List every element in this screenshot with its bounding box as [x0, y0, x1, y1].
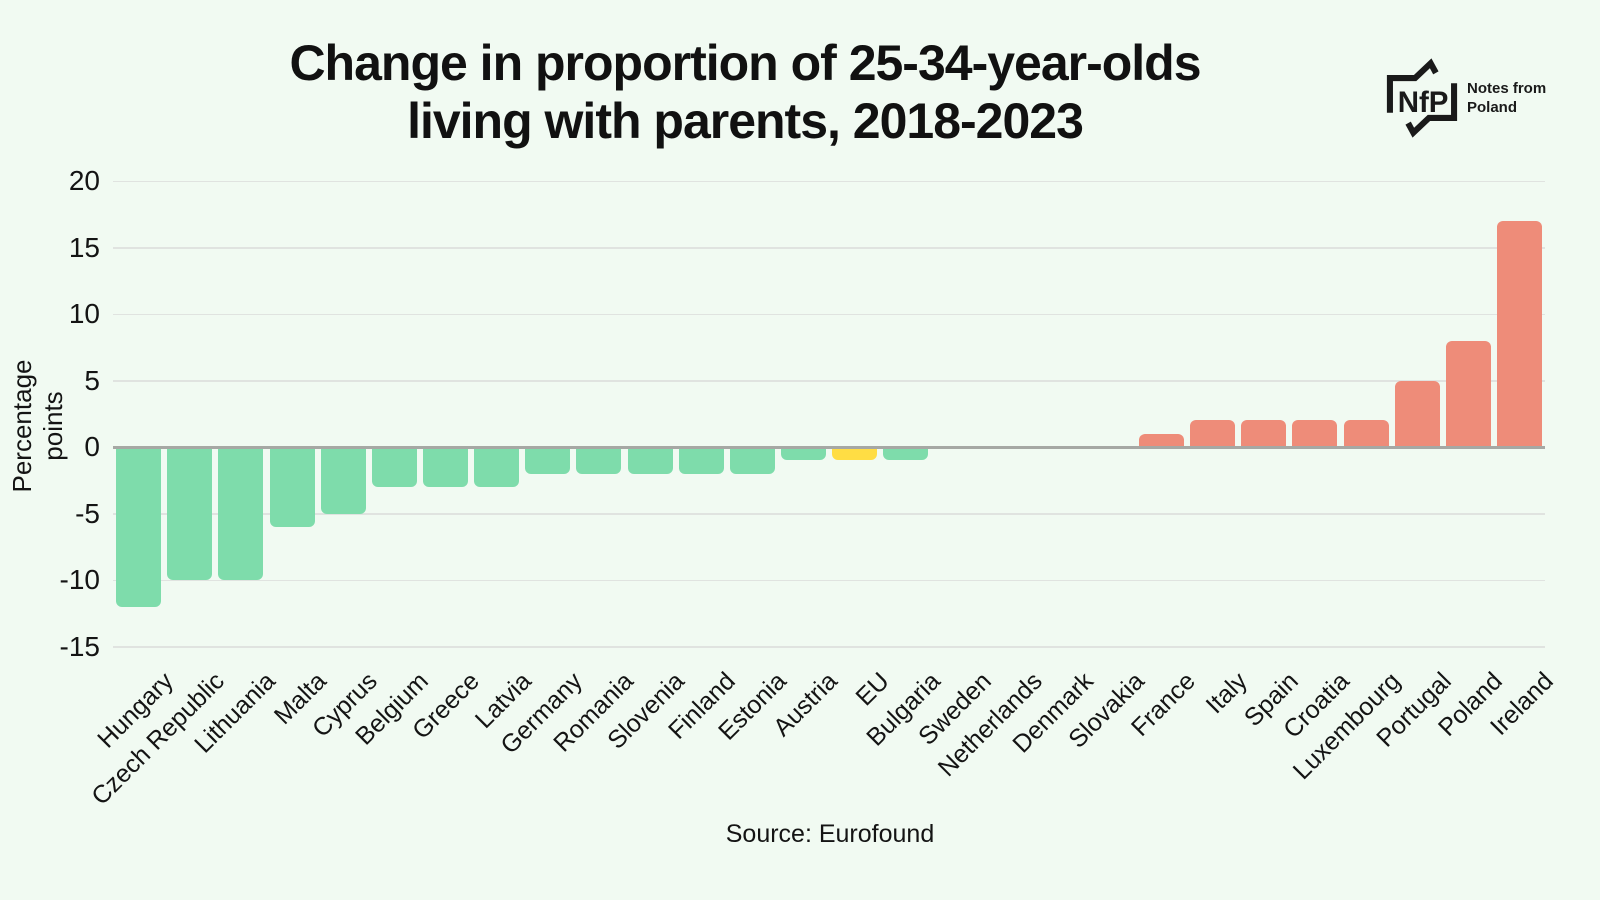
zero-line [113, 446, 1545, 449]
gridline-5 [113, 380, 1545, 382]
source-note: Source: Eurofound [725, 820, 935, 848]
bar-cyprus [320, 447, 366, 514]
y-tick-20: 20 [68, 165, 100, 196]
bar-ireland [1496, 220, 1542, 447]
bar-luxembourg [1343, 420, 1389, 447]
y-tick-10: 10 [68, 298, 100, 329]
y-tick--10: -10 [59, 564, 100, 595]
nfp-logo-mark: NfP [1386, 58, 1458, 138]
bar-italy [1190, 420, 1236, 447]
gridline-10 [113, 313, 1545, 315]
chart-title: Change in proportion of 25-34-year-olds … [70, 34, 1420, 150]
y-tick--5: -5 [75, 497, 100, 529]
bar-hungary [116, 447, 162, 607]
bar-romania [576, 447, 622, 474]
bar-estonia [729, 447, 775, 474]
bar-eu [832, 447, 878, 461]
bar-finland [678, 447, 724, 474]
bar-spain [1241, 420, 1287, 447]
y-tick--15: -15 [59, 630, 100, 662]
gridline-20 [113, 180, 1545, 182]
y-tick-15: 15 [68, 231, 100, 263]
gridline-15 [113, 247, 1545, 249]
chart-title-line1: Change in proportion of 25-34-year-olds [289, 35, 1201, 91]
bar-portugal [1394, 380, 1440, 447]
bar-croatia [1292, 420, 1338, 447]
bar-austria [780, 447, 826, 461]
gridline--15 [113, 646, 1545, 648]
bar-france [1138, 433, 1184, 447]
bar-belgium [371, 447, 417, 487]
nfp-logo-tagline: Notes from Poland [1467, 80, 1547, 116]
nfp-logo: NfP Notes from Poland [1383, 52, 1546, 144]
bar-greece [422, 447, 468, 487]
bar-lithuania [218, 447, 264, 580]
bar-latvia [474, 447, 520, 487]
nfp-logo-abbr: NfP [1398, 86, 1449, 119]
y-tick-0: 0 [84, 431, 100, 462]
bar-poland [1445, 340, 1491, 447]
y-tick-5: 5 [84, 364, 100, 396]
y-axis-title: Percentage points [7, 359, 68, 493]
gridline--10 [113, 579, 1545, 581]
bar-czech-republic [167, 447, 213, 580]
bar-germany [525, 447, 571, 474]
bar-malta [269, 447, 315, 527]
bar-slovenia [627, 447, 673, 474]
bar-bulgaria [883, 447, 929, 461]
gridline--5 [113, 513, 1545, 515]
chart-title-line2: living with parents, 2018-2023 [407, 93, 1084, 149]
